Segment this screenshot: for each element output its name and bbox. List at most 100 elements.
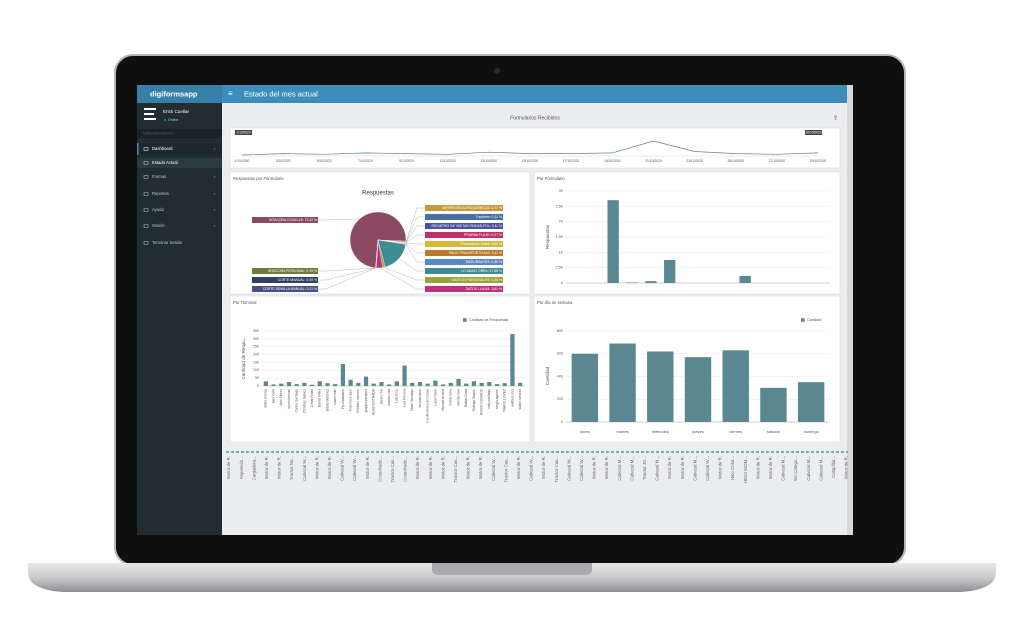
logo: digiformsapp xyxy=(150,89,198,98)
pie-label-box xyxy=(425,268,503,274)
menu-toggle[interactable]: ≡ xyxy=(228,89,233,98)
pie-label-box xyxy=(425,241,503,247)
pie-label: PRUEBA FLUJO: 0,27 % xyxy=(464,233,502,237)
footer-label: Cosechado... xyxy=(403,456,408,482)
x-tick-label: lunes xyxy=(580,429,590,434)
menu-icon xyxy=(143,175,149,179)
logo-area xyxy=(137,85,222,103)
x-tick-label: adiaz.corona xyxy=(264,389,268,408)
footer-label: Motor de R. xyxy=(365,456,370,479)
footer-label: Cosechado... xyxy=(377,456,382,482)
leader-line xyxy=(405,243,425,254)
menu-item[interactable]: Ayuda xyxy=(152,207,164,212)
x-tick-label: Lucio Cano xyxy=(433,389,437,406)
y-tick-label: 0 xyxy=(561,281,563,285)
pie-label-box xyxy=(425,214,503,220)
bar xyxy=(309,384,315,386)
pie-label: CORTE MANUAL: 0,05 % xyxy=(278,278,317,282)
bar xyxy=(402,365,407,386)
x-tick-label: Cesar Rolac xyxy=(310,389,314,407)
bar xyxy=(448,382,453,386)
bar xyxy=(387,384,392,386)
x-tick-label: walfred.cruz xyxy=(510,389,514,407)
leader-line xyxy=(405,243,425,263)
footer-label: Motor de R. xyxy=(516,456,521,479)
footer-label: Motor de R. xyxy=(604,456,609,479)
bar xyxy=(371,383,376,386)
y-tick-label: 350 xyxy=(253,329,259,333)
legend-swatch xyxy=(801,318,805,322)
bar xyxy=(379,382,384,386)
menu-item[interactable]: Sesión xyxy=(152,223,165,228)
menu-item[interactable]: Estado Actual xyxy=(152,160,178,165)
bar xyxy=(348,379,353,386)
menu-icon xyxy=(143,208,149,212)
menu-caret: ‹ xyxy=(214,223,216,228)
footer-label: Tractor Na... xyxy=(289,456,294,480)
footer-label: Cabezal M... xyxy=(692,456,697,481)
pie-label-box xyxy=(425,223,503,229)
menu-caret: ‹ xyxy=(214,207,216,212)
range-handle[interactable] xyxy=(805,130,822,135)
bar xyxy=(664,260,676,283)
leader-line xyxy=(318,267,376,281)
footer-label: Tractor JD... xyxy=(642,456,647,480)
x-tick-label: 27/10/2020 xyxy=(769,159,786,163)
bar xyxy=(325,383,330,386)
menu-caret: ‹ xyxy=(214,191,216,196)
footer-label: Motor de R. xyxy=(718,456,723,479)
bar xyxy=(263,381,268,386)
y-tick-label: 400 xyxy=(557,374,563,378)
nav-header: MAIN NAVIGATION xyxy=(143,131,173,135)
pie-label: PAGO TRANSPORTISTAS: 0,11 % xyxy=(449,251,502,255)
x-tick-label: Carlos Santiago xyxy=(295,389,299,413)
export-icon[interactable]: ⇪ xyxy=(833,115,838,122)
bar xyxy=(494,384,500,386)
x-tick-label: Noah Santiago xyxy=(410,389,414,411)
bar xyxy=(271,384,276,386)
menu-item[interactable]: Terminar Sesión xyxy=(152,240,183,245)
footer-label: Cabezal W... xyxy=(579,456,584,481)
x-tick-label: domingo xyxy=(803,429,819,434)
y-axis-label: Cantidad xyxy=(545,366,550,385)
bar xyxy=(363,376,369,386)
y-tick-label: 50 xyxy=(255,376,259,380)
menu-icon xyxy=(143,161,149,165)
footer-label: Motor de R. xyxy=(440,456,445,479)
footer-label: Motor de R. xyxy=(264,456,269,479)
panel-title: Por Terminal xyxy=(233,300,256,305)
footer-label: Cabezal W... xyxy=(705,456,710,481)
menu-icon xyxy=(143,192,149,196)
leader-line xyxy=(379,267,425,290)
leader-line xyxy=(318,267,376,290)
y-axis-label: Respuestas xyxy=(545,224,550,249)
bar xyxy=(340,364,346,386)
pie-label-box xyxy=(425,259,503,265)
bar xyxy=(394,381,399,386)
bar xyxy=(425,383,430,386)
x-tick-label: 23/10/2020 xyxy=(686,159,703,163)
pie-label-box xyxy=(425,286,503,292)
bar xyxy=(647,351,674,422)
y-tick-label: 250 xyxy=(253,345,259,349)
range-handle[interactable] xyxy=(235,130,252,135)
leader-line xyxy=(405,216,425,243)
menu-marker xyxy=(137,143,139,155)
footer-label: Cabezal M... xyxy=(806,456,811,481)
menu-item[interactable]: Reportes xyxy=(152,191,169,196)
bar xyxy=(609,343,636,422)
x-tick-label: HUGO ESTRADA xyxy=(372,388,376,415)
bar xyxy=(464,383,469,386)
x-tick-label: Fly.ciudadano xyxy=(341,389,345,409)
footer-label: Motor de R. xyxy=(541,456,546,479)
x-tick-label: martes xyxy=(616,429,628,434)
pie-label-box xyxy=(252,217,318,223)
menu-item[interactable]: Formas xyxy=(152,174,166,179)
bar xyxy=(279,383,284,386)
legend-label: Cantidad de Respuestas xyxy=(469,318,509,322)
footer-label: Motor de R. xyxy=(415,456,420,479)
footer-label: Motor de R. xyxy=(844,456,849,479)
menu: Dashboard ‹ Estado Actual Formas ‹ Reportes ‹ A… xyxy=(137,143,222,245)
menu-item[interactable]: Dashboard xyxy=(152,146,173,151)
